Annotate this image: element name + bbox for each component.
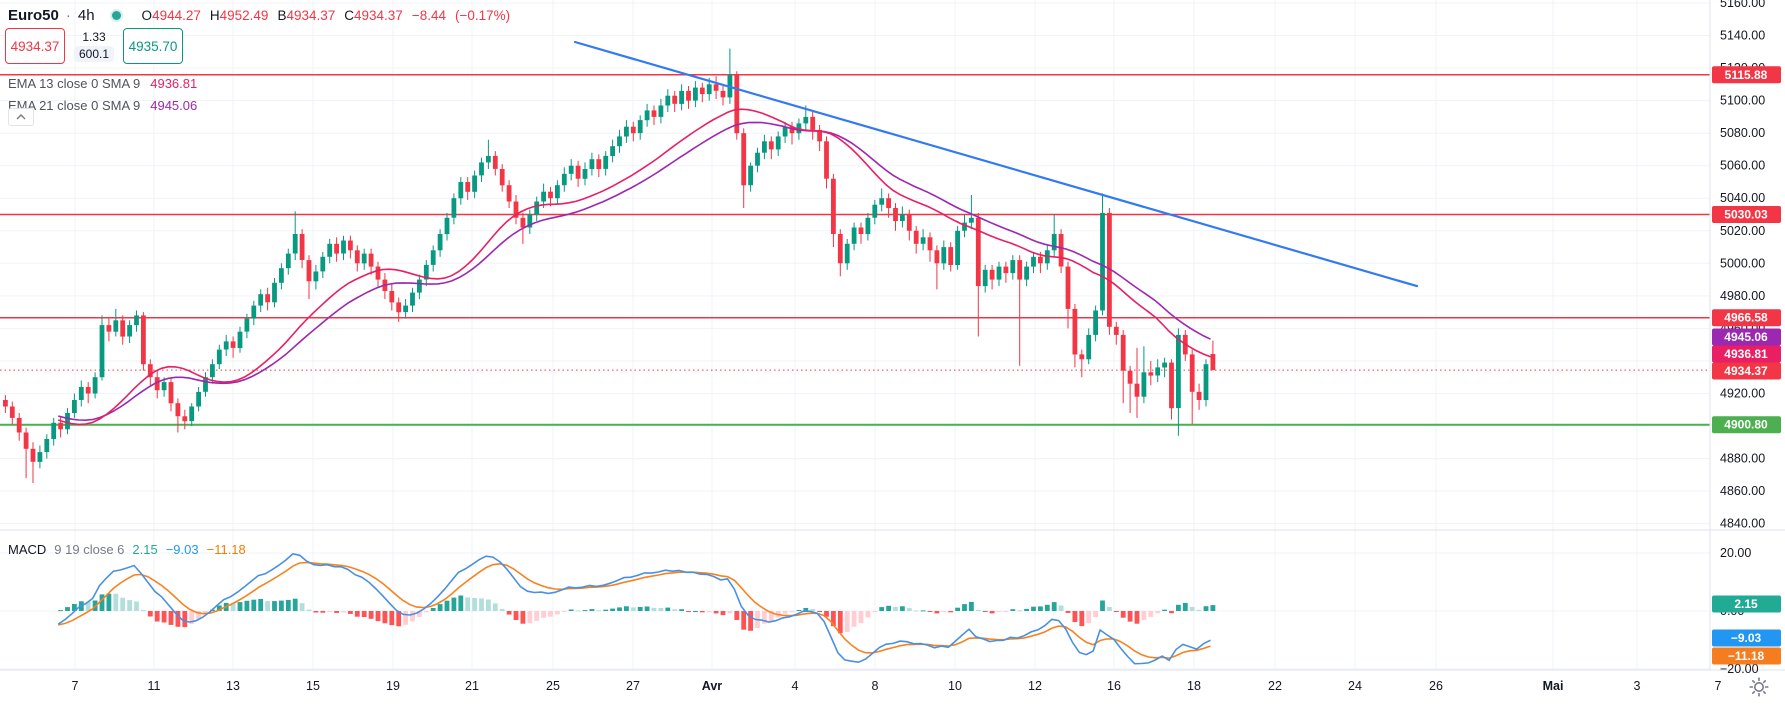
svg-text:5040.00: 5040.00: [1720, 191, 1765, 205]
macd-hist-value: 2.15: [132, 542, 158, 557]
svg-text:4980.00: 4980.00: [1720, 289, 1765, 303]
bid-ask-panel: 4934.37 1.33 600.1 4935.70: [5, 28, 184, 64]
ohlc-readout: O4944.27 H4952.49 B4934.37 C4934.37 −8.4…: [142, 8, 511, 23]
macd-main-line: [57, 553, 1211, 665]
symbol-legend: Euro50 · 4h O4944.27 H4952.49 B4934.37 C…: [8, 5, 510, 25]
svg-text:16: 16: [1107, 679, 1121, 693]
svg-text:12: 12: [1028, 679, 1042, 693]
buy-button[interactable]: 4935.70: [123, 28, 184, 64]
volume-value: 600.1: [74, 46, 115, 62]
svg-text:5080.00: 5080.00: [1720, 126, 1765, 140]
svg-text:5000.00: 5000.00: [1720, 256, 1765, 270]
macd-line-value: −9.03: [165, 542, 199, 557]
high-label: H: [209, 7, 220, 23]
ema13-legend-row[interactable]: EMA 13 close 0 SMA 9 4936.81: [8, 72, 197, 94]
svg-text:10: 10: [948, 679, 962, 693]
svg-text:25: 25: [546, 679, 560, 693]
sell-button[interactable]: 4934.37: [5, 28, 65, 64]
low-value: 4934.37: [286, 7, 336, 23]
macd-legend-row[interactable]: MACD 9 19 close 6 2.15 −9.03 −11.18: [8, 542, 246, 557]
axis-price-badge: −11.18: [1728, 649, 1765, 663]
axis-price-badge: 4936.81: [1724, 347, 1768, 361]
svg-text:4860.00: 4860.00: [1720, 484, 1765, 498]
svg-text:19: 19: [386, 679, 400, 693]
spread-info: 1.33 600.1: [74, 30, 115, 62]
axis-price-badge: 4934.37: [1724, 364, 1768, 378]
axis-settings-button[interactable]: [1749, 677, 1769, 702]
symbol-title-row: Euro50 · 4h O4944.27 H4952.49 B4934.37 C…: [8, 5, 510, 25]
macd-name: MACD: [8, 542, 47, 557]
svg-text:Avr: Avr: [702, 679, 723, 693]
svg-text:27: 27: [626, 679, 640, 693]
svg-text:8: 8: [872, 679, 879, 693]
high-value: 4952.49: [219, 7, 269, 23]
time-axis[interactable]: 7 11 13 15 19 21 25 27 Avr 4 8 10 12 16 18 22 24 26 Mai 3 7: [72, 679, 1722, 693]
svg-text:18: 18: [1187, 679, 1201, 693]
axis-price-badge: 4966.58: [1724, 311, 1768, 325]
axis-price-badge: −9.03: [1731, 631, 1762, 645]
svg-text:7: 7: [1715, 679, 1722, 693]
trendline[interactable]: [573, 40, 1419, 288]
svg-text:20.00: 20.00: [1720, 546, 1751, 560]
axis-price-badge: 5115.88: [1725, 68, 1768, 82]
symbol-name[interactable]: Euro50: [8, 6, 59, 24]
svg-text:11: 11: [148, 679, 161, 693]
svg-text:24: 24: [1348, 679, 1362, 693]
chevron-up-icon: [16, 114, 26, 120]
svg-text:Mai: Mai: [1543, 679, 1564, 693]
svg-text:5160.00: 5160.00: [1720, 0, 1765, 10]
title-separator: ·: [65, 6, 71, 24]
ema21-legend-row[interactable]: EMA 21 close 0 SMA 9 4945.06: [8, 94, 197, 116]
spread-value: 1.33: [82, 30, 106, 44]
axis-price-badge: 5030.03: [1724, 208, 1768, 222]
svg-text:4880.00: 4880.00: [1720, 452, 1765, 466]
axis-price-badge: 4945.06: [1724, 330, 1768, 344]
gridlines: [0, 0, 1710, 670]
svg-text:−20.00: −20.00: [1720, 662, 1759, 676]
low-label: B: [277, 7, 287, 23]
close-value: 4934.37: [354, 7, 403, 23]
open-value: 4944.27: [152, 7, 201, 23]
svg-text:21: 21: [465, 679, 479, 693]
change-percent: (−0.17%): [455, 7, 511, 23]
svg-text:3: 3: [1634, 679, 1641, 693]
ema13-name: EMA 13 close 0 SMA 9: [8, 75, 141, 91]
svg-text:4920.00: 4920.00: [1720, 387, 1765, 401]
macd-signal-line: [58, 561, 1211, 660]
ema13-value: 4936.81: [150, 75, 198, 91]
indicator-legend: EMA 13 close 0 SMA 9 4936.81 EMA 21 clos…: [8, 72, 197, 116]
ema21-value: 4945.06: [150, 97, 198, 113]
axis-price-badge: 4900.80: [1724, 418, 1768, 432]
svg-text:5020.00: 5020.00: [1720, 224, 1765, 238]
interval-label[interactable]: 4h: [77, 6, 95, 24]
svg-text:15: 15: [306, 679, 320, 693]
collapse-legend-button[interactable]: [8, 108, 34, 126]
market-status-icon: [111, 10, 121, 20]
ema13-line[interactable]: [57, 108, 1211, 426]
macd-params: 9 19 close 6: [54, 542, 125, 557]
close-label: C: [344, 7, 355, 23]
change-value: −8.44: [411, 7, 446, 23]
svg-text:5100.00: 5100.00: [1720, 94, 1765, 108]
svg-text:4840.00: 4840.00: [1720, 517, 1765, 531]
ema21-name: EMA 21 close 0 SMA 9: [8, 97, 141, 113]
axis-badges: 5115.88 5030.03 4966.58 4945.06 4936.81 4934.…: [1712, 66, 1781, 665]
svg-text:5140.00: 5140.00: [1720, 29, 1765, 43]
gear-icon: [1749, 677, 1769, 697]
svg-text:22: 22: [1268, 679, 1282, 693]
svg-text:7: 7: [72, 679, 79, 693]
macd-pane: [57, 553, 1216, 665]
ema21-line[interactable]: [57, 121, 1211, 422]
svg-text:26: 26: [1429, 679, 1443, 693]
price-level-lines[interactable]: [0, 74, 1710, 426]
macd-signal-value: −11.18: [206, 542, 246, 557]
svg-text:13: 13: [226, 679, 240, 693]
axis-price-badge: 2.15: [1734, 597, 1758, 611]
open-label: O: [141, 7, 153, 23]
svg-text:4: 4: [792, 679, 799, 693]
svg-text:5060.00: 5060.00: [1720, 159, 1765, 173]
